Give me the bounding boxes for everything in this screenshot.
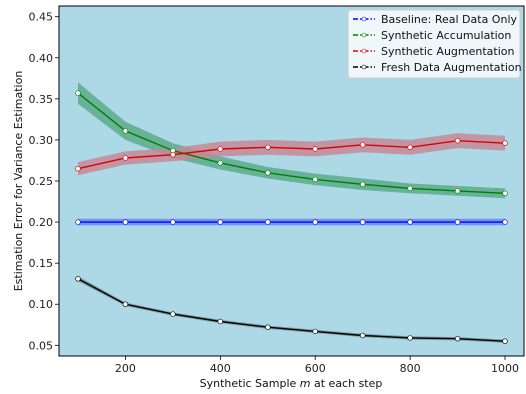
legend-marker (361, 48, 367, 54)
series-0-point (265, 219, 271, 225)
y-tick-label: 0.35 (29, 93, 54, 106)
series-1-point (265, 170, 271, 176)
series-0-point (407, 219, 413, 225)
y-tick-label: 0.10 (29, 298, 54, 311)
series-1-band (78, 82, 505, 199)
series-2-point (122, 155, 129, 161)
series-3-point (454, 336, 461, 342)
series-1-point (75, 90, 81, 96)
series-3-point (170, 311, 176, 317)
legend-box (347, 9, 521, 79)
data-points (75, 90, 508, 344)
series-3-line (77, 278, 506, 342)
series-2-point (75, 166, 81, 172)
series-2-point (312, 146, 318, 152)
x-tick-label: 200 (115, 362, 136, 375)
series-1-point (407, 185, 413, 192)
x-axis-label-variable: m (300, 377, 311, 390)
series-1-point (217, 160, 224, 166)
x-axis-label-prefix: Synthetic Sample (200, 377, 300, 390)
series-lines (77, 92, 506, 342)
x-tick-label: 400 (210, 362, 231, 375)
series-2-point (217, 146, 224, 152)
x-tick-label: 1000 (491, 362, 519, 375)
series-3-point (407, 335, 413, 341)
x-axis-label: Synthetic Sample m at each step (200, 377, 383, 390)
series-3-point (217, 318, 224, 325)
series-1-point (360, 181, 366, 188)
legend-marker (361, 64, 367, 70)
series-1-point (122, 128, 129, 134)
legend-entry: Synthetic Accumulation (381, 29, 511, 42)
series-1-point (312, 176, 318, 183)
y-tick-label: 0.45 (29, 11, 54, 24)
series-1-point (502, 190, 508, 197)
legend: Baseline: Real Data Only Synthetic Accumu… (347, 9, 522, 79)
legend-entry: Fresh Data Augmentation (381, 61, 522, 74)
series-0-point (502, 219, 508, 225)
x-axis-label-suffix: at each step (311, 377, 383, 390)
x-tick-label: 800 (400, 362, 421, 375)
y-axis-ticks: 0.05 0.10 0.15 0.20 0.25 0.30 0.35 0.40 0.45 (29, 11, 59, 352)
series-0-point (170, 219, 176, 225)
series-3-point (265, 324, 271, 330)
series-2-line (77, 139, 506, 170)
series-1-line (77, 92, 506, 194)
series-3-point (312, 328, 318, 335)
legend-entry: Synthetic Augmentation (381, 45, 515, 58)
series-0-point (360, 219, 366, 225)
y-tick-label: 0.15 (29, 257, 54, 270)
series-2-point (454, 138, 461, 144)
series-0-point (312, 219, 318, 225)
legend-marker (361, 32, 367, 38)
series-0-point (217, 219, 224, 225)
series-2-point (170, 152, 176, 158)
series-3-point (360, 332, 366, 339)
y-tick-label: 0.25 (29, 175, 54, 188)
series-0-point (122, 219, 129, 225)
series-0-point (454, 219, 461, 225)
legend-marker (361, 16, 367, 22)
y-tick-label: 0.20 (29, 216, 54, 229)
series-3-point (122, 301, 129, 307)
series-2-point (502, 140, 508, 146)
x-tick-label: 600 (305, 362, 326, 375)
series-3-point (502, 338, 508, 344)
y-tick-label: 0.40 (29, 52, 54, 65)
y-tick-label: 0.30 (29, 134, 54, 147)
y-tick-label: 0.05 (29, 339, 54, 352)
legend-entry: Baseline: Real Data Only (381, 13, 517, 26)
series-2-point (407, 144, 413, 151)
series-2-point (265, 144, 271, 151)
x-axis-ticks: 200 400 600 800 1000 (115, 356, 519, 375)
series-3-point (75, 276, 81, 282)
series-2-point (360, 142, 366, 148)
series-0-point (75, 219, 81, 225)
series-1-point (454, 188, 461, 194)
y-axis-label: Estimation Error for Variance Estimation (12, 71, 25, 292)
series-2-band (78, 133, 505, 176)
